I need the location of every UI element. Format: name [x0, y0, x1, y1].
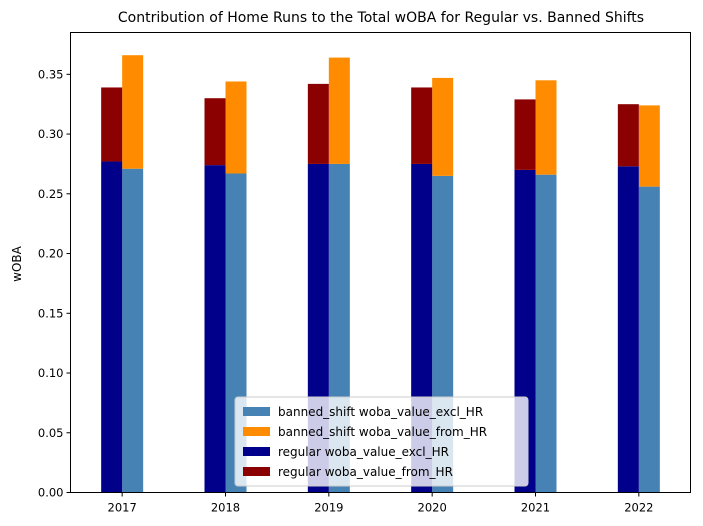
legend-box: [234, 396, 529, 487]
legend-label: regular woba_value_from_HR: [278, 465, 453, 479]
bar-regular-segment-b-2022: [617, 104, 639, 167]
x-tick-label: 2018: [211, 501, 240, 515]
bar-banned_shift-segment-b-2021: [535, 80, 557, 175]
x-tick-label: 2017: [108, 501, 137, 515]
y-tick-label: 0.30: [38, 127, 64, 141]
y-axis: 0.00 0.05 0.10 0.15 0.20 0.25 0.30 0.35: [38, 67, 71, 500]
y-tick-label: 0.00: [38, 486, 64, 500]
y-tick-label: 0.05: [38, 426, 64, 440]
bar-regular-segment-b-2018: [204, 98, 226, 166]
y-tick-label: 0.25: [38, 187, 64, 201]
bar-banned_shift-segment-a-2017: [122, 168, 144, 493]
bar-banned_shift-segment-a-2021: [535, 174, 557, 493]
x-tick-label: 2022: [624, 501, 653, 515]
legend-label: banned_shift woba_value_from_HR: [278, 425, 487, 439]
legend: banned_shift woba_value_excl_HR banned_sh…: [234, 396, 529, 487]
bar-banned_shift-segment-a-2022: [638, 186, 660, 493]
legend-swatch: [243, 467, 270, 476]
x-axis: 2017 2018 2019 2020 2021 2022: [108, 492, 653, 515]
bar-regular-segment-a-2017: [101, 161, 123, 493]
bar-regular-segment-a-2018: [204, 165, 226, 493]
chart-title: Contribution of Home Runs to the Total w…: [118, 10, 644, 26]
bar-regular-segment-b-2017: [101, 87, 123, 162]
x-tick-label: 2020: [418, 501, 447, 515]
bar-banned_shift-segment-b-2019: [328, 57, 350, 164]
legend-label: banned_shift woba_value_excl_HR: [278, 405, 483, 419]
bar-regular-segment-b-2021: [514, 99, 536, 170]
x-tick-label: 2021: [521, 501, 550, 515]
legend-swatch: [243, 447, 270, 456]
bar-regular-segment-a-2022: [617, 166, 639, 493]
bar-banned_shift-segment-b-2017: [122, 55, 144, 169]
y-axis-label: wOBA: [10, 245, 24, 281]
y-tick-label: 0.35: [38, 67, 64, 81]
bar-regular-segment-b-2019: [307, 83, 329, 164]
bar-banned_shift-segment-b-2020: [432, 77, 454, 176]
bar-regular-segment-b-2020: [411, 87, 433, 164]
legend-swatch: [243, 407, 270, 416]
x-tick-label: 2019: [314, 501, 343, 515]
y-tick-label: 0.10: [38, 366, 64, 380]
bar-banned_shift-segment-b-2018: [225, 81, 247, 174]
y-tick-label: 0.20: [38, 247, 64, 261]
legend-label: regular woba_value_excl_HR: [278, 445, 449, 459]
plot-frame: [70, 32, 691, 493]
bar-banned_shift-segment-b-2022: [638, 105, 660, 187]
y-tick-label: 0.15: [38, 306, 64, 320]
legend-swatch: [243, 427, 270, 436]
